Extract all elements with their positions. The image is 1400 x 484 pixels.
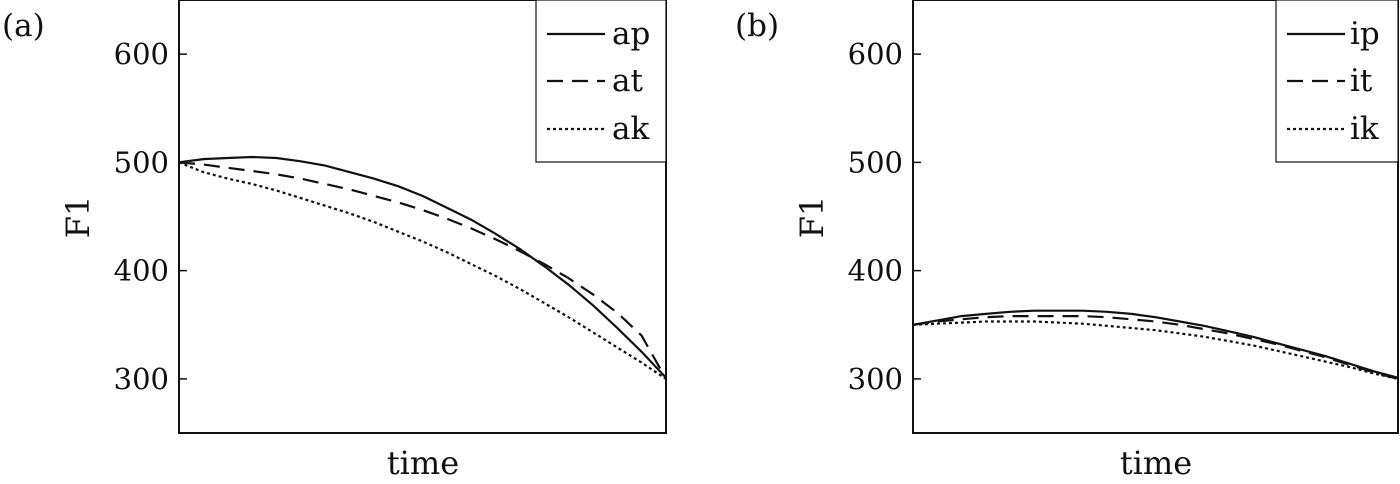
- y-tick-label-b-400: 400: [848, 254, 903, 288]
- panel-a: (a) F1 time 300 400 500 600 ap at ak: [2, 0, 667, 482]
- legend-label-ip: ip: [1350, 16, 1380, 52]
- legend-label-ak: ak: [612, 111, 649, 147]
- plot-frame-b: [912, 0, 1399, 434]
- legend-label-at: at: [612, 63, 643, 99]
- y-ticks-b: 300 400 500 600: [848, 37, 921, 396]
- legend-label-it: it: [1350, 63, 1373, 99]
- series-line-ik: [912, 320, 1399, 380]
- legend-b: ip it ik: [1275, 0, 1399, 163]
- y-tick-label-b-500: 500: [848, 145, 903, 179]
- series-line-at: [178, 161, 667, 380]
- plot-area-a: [178, 155, 667, 380]
- y-axis-label-a: F1: [59, 196, 97, 239]
- legend-a: ap at ak: [535, 0, 667, 163]
- y-tick-label-a-500: 500: [114, 145, 169, 179]
- y-tick-label-b-600: 600: [848, 37, 903, 71]
- x-axis-label-b: time: [1120, 444, 1192, 482]
- y-ticks-a: 300 400 500 600: [114, 37, 187, 396]
- y-tick-label-a-400: 400: [114, 254, 169, 288]
- legend-label-ik: ik: [1350, 111, 1379, 147]
- series-line-it: [912, 315, 1399, 380]
- legend-label-ap: ap: [612, 16, 650, 52]
- y-tick-label-a-300: 300: [114, 362, 169, 396]
- x-axis-label-a: time: [387, 444, 459, 482]
- y-axis-label-b: F1: [793, 196, 831, 239]
- series-line-ak: [178, 161, 667, 380]
- panel-label-b: (b): [735, 8, 779, 44]
- plot-frame-a: [178, 0, 667, 434]
- panel-label-a: (a): [2, 8, 45, 44]
- y-tick-label-a-600: 600: [114, 37, 169, 71]
- series-line-ap: [178, 155, 667, 379]
- plot-area-b: [912, 309, 1399, 380]
- y-tick-label-b-300: 300: [848, 362, 903, 396]
- panel-b: (b) F1 time 300 400 500 600 ip it ik: [735, 0, 1399, 482]
